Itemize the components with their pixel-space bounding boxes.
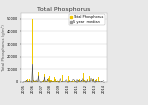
Bar	[101, 81, 102, 82]
Bar	[31, 81, 32, 82]
Bar	[32, 19, 33, 82]
Bar	[59, 81, 60, 82]
Bar	[79, 79, 80, 82]
Bar	[89, 81, 90, 82]
Legend: Total Phosphorus, 5 year  median: Total Phosphorus, 5 year median	[69, 14, 105, 25]
Bar	[77, 81, 78, 82]
Bar	[95, 81, 96, 82]
Bar	[47, 79, 48, 82]
Bar	[46, 81, 47, 82]
Bar	[78, 80, 79, 82]
Bar	[99, 81, 100, 82]
Bar	[52, 81, 53, 82]
Bar	[83, 81, 84, 82]
Bar	[56, 81, 57, 82]
Bar	[93, 79, 94, 82]
Bar	[53, 81, 54, 82]
Bar	[69, 81, 70, 82]
Bar	[43, 80, 44, 82]
Y-axis label: Total Phosphorus (g/m³): Total Phosphorus (g/m³)	[1, 24, 6, 71]
Bar	[45, 81, 46, 82]
Bar	[95, 80, 96, 82]
Bar	[26, 80, 27, 82]
Bar	[32, 64, 33, 82]
Bar	[27, 79, 28, 82]
Bar	[25, 81, 26, 82]
Bar	[37, 81, 38, 82]
Bar	[44, 74, 45, 82]
Bar	[68, 76, 69, 82]
Bar	[60, 79, 61, 82]
Bar	[72, 81, 73, 82]
Bar	[87, 79, 88, 82]
Bar	[89, 76, 90, 82]
Bar	[36, 81, 37, 82]
Bar	[86, 81, 87, 82]
Bar	[92, 81, 93, 82]
Bar	[57, 81, 58, 82]
Bar	[29, 79, 30, 82]
Bar	[81, 80, 82, 82]
Bar	[49, 76, 50, 82]
Bar	[25, 81, 26, 82]
Bar	[75, 81, 76, 82]
Bar	[54, 77, 55, 82]
Bar	[98, 81, 99, 82]
Bar	[91, 81, 92, 82]
Bar	[61, 81, 62, 82]
Bar	[41, 81, 42, 82]
Bar	[74, 80, 75, 82]
Bar	[65, 81, 66, 82]
Bar	[71, 81, 72, 82]
Bar	[34, 81, 35, 82]
Bar	[83, 73, 84, 82]
Bar	[87, 81, 88, 82]
Bar	[84, 81, 85, 82]
Bar	[77, 80, 78, 82]
Bar	[71, 81, 72, 82]
Bar	[73, 81, 74, 82]
Bar	[81, 81, 82, 82]
Bar	[66, 81, 67, 82]
Bar	[96, 81, 97, 82]
Bar	[48, 78, 49, 82]
Bar	[53, 81, 54, 82]
Bar	[50, 80, 51, 82]
Bar	[101, 81, 102, 82]
Bar	[74, 81, 75, 82]
Bar	[92, 79, 93, 82]
Bar	[51, 80, 52, 82]
Bar	[86, 81, 87, 82]
Bar	[58, 81, 59, 82]
Bar	[62, 75, 63, 82]
Bar	[84, 80, 85, 82]
Bar	[96, 79, 97, 82]
Bar	[100, 81, 101, 82]
Bar	[90, 80, 91, 82]
Bar	[38, 76, 39, 82]
Bar	[98, 77, 99, 82]
Bar	[93, 80, 94, 82]
Bar	[38, 72, 39, 82]
Bar	[29, 81, 30, 82]
Title: Total Phosphorus: Total Phosphorus	[37, 7, 90, 12]
Bar	[62, 81, 63, 82]
Bar	[82, 81, 83, 82]
Bar	[28, 81, 29, 82]
Bar	[35, 81, 36, 82]
Bar	[78, 80, 79, 82]
Bar	[69, 80, 70, 82]
Bar	[55, 79, 56, 82]
Bar	[47, 81, 48, 82]
Bar	[44, 77, 45, 82]
